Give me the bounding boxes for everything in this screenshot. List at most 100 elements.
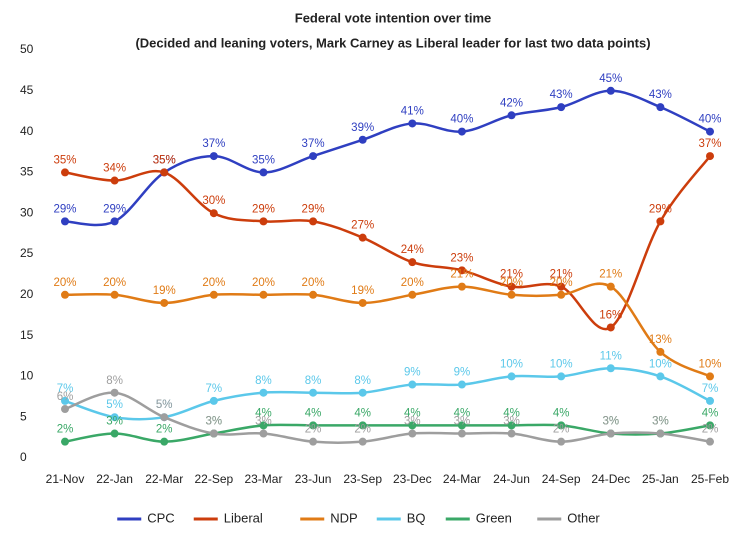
value-label: 5%: [156, 399, 173, 411]
x-tick-label: 24-Mar: [443, 472, 481, 486]
data-point: [408, 380, 417, 389]
data-point: [160, 298, 169, 307]
data-point: [259, 290, 268, 299]
y-tick-label: 35: [20, 165, 34, 179]
value-label: 20%: [202, 277, 225, 289]
x-tick-label: 24-Jun: [493, 472, 530, 486]
chart-subtitle: (Decided and leaning voters, Mark Carney…: [135, 35, 650, 50]
y-tick-label: 30: [20, 205, 34, 219]
value-label: 20%: [103, 277, 126, 289]
value-label: 3%: [602, 416, 619, 428]
value-label: 8%: [305, 375, 322, 387]
value-label: 4%: [553, 407, 570, 419]
data-point: [110, 290, 119, 299]
value-label: 2%: [156, 424, 173, 436]
data-point: [706, 396, 714, 405]
data-point: [457, 429, 466, 438]
x-tick-label: 23-Mar: [244, 472, 282, 486]
x-tick-label: 22-Mar: [145, 472, 183, 486]
y-tick-label: 5: [20, 409, 27, 423]
y-tick-label: 50: [20, 42, 34, 56]
value-label: 3%: [652, 416, 669, 428]
data-point: [309, 290, 318, 299]
data-point: [706, 437, 714, 446]
data-point: [61, 290, 69, 299]
y-tick-label: 15: [20, 328, 34, 342]
data-point: [656, 429, 665, 438]
data-point: [557, 290, 566, 299]
data-point: [557, 421, 566, 430]
value-label: 7%: [57, 383, 74, 395]
data-point: [457, 421, 466, 430]
value-label: 11%: [600, 350, 622, 362]
value-label: 16%: [599, 309, 622, 321]
legend-label: Liberal: [224, 510, 263, 525]
data-point: [61, 168, 69, 177]
data-point: [358, 135, 367, 144]
data-point: [110, 413, 119, 422]
value-label: 3%: [404, 416, 421, 428]
data-point: [160, 413, 169, 422]
data-point: [408, 421, 417, 430]
data-point: [160, 437, 169, 446]
value-label: 4%: [255, 407, 272, 419]
data-point: [656, 217, 665, 226]
y-tick-label: 45: [20, 83, 34, 97]
value-label: 4%: [305, 407, 322, 419]
x-tick-label: 23-Jun: [295, 472, 332, 486]
value-label: 8%: [354, 375, 371, 387]
x-tick-label: 23-Dec: [393, 472, 432, 486]
value-label: 20%: [53, 277, 76, 289]
value-label: 4%: [503, 407, 520, 419]
value-label: 13%: [649, 334, 672, 346]
value-label: 10%: [649, 358, 672, 370]
value-label: 35%: [153, 154, 176, 166]
data-point: [110, 176, 119, 185]
value-label: 3%: [106, 416, 123, 428]
value-label: 27%: [351, 220, 374, 232]
data-point: [259, 388, 268, 397]
data-point: [408, 429, 417, 438]
value-label: 20%: [401, 277, 424, 289]
data-point: [557, 103, 566, 112]
x-tick-label: 23-Sep: [343, 472, 382, 486]
value-label: 3%: [255, 416, 272, 428]
value-label: 37%: [202, 138, 225, 150]
value-label: 3%: [602, 416, 619, 428]
data-point: [309, 217, 318, 226]
data-point: [606, 429, 615, 438]
value-label: 40%: [698, 114, 721, 126]
data-point: [606, 282, 615, 291]
series-line: [64, 366, 711, 421]
data-point: [706, 372, 714, 381]
value-label: 19%: [351, 285, 374, 297]
value-label: 24%: [401, 244, 424, 256]
value-label: 5%: [106, 399, 123, 411]
value-label: 23%: [450, 252, 473, 264]
value-label: 41%: [401, 105, 424, 117]
value-label: 43%: [649, 89, 672, 101]
value-label: 21%: [599, 269, 622, 281]
data-point: [358, 421, 367, 430]
value-label: 7%: [206, 383, 223, 395]
data-point: [507, 429, 516, 438]
value-label: 30%: [202, 195, 225, 207]
data-point: [259, 168, 268, 177]
value-label: 7%: [702, 383, 719, 395]
x-tick-label: 24-Sep: [542, 472, 581, 486]
value-label: 29%: [103, 203, 126, 215]
data-point: [209, 152, 218, 161]
x-tick-label: 24-Dec: [591, 472, 630, 486]
data-point: [606, 364, 615, 373]
value-label: 43%: [550, 89, 573, 101]
value-label: 9%: [454, 367, 471, 379]
value-label: 42%: [500, 97, 523, 109]
value-label: 10%: [698, 358, 721, 370]
value-label: 37%: [698, 138, 721, 150]
x-tick-label: 21-Nov: [46, 472, 85, 486]
data-point: [259, 421, 268, 430]
data-point: [259, 429, 268, 438]
data-point: [507, 421, 516, 430]
data-point: [309, 152, 318, 161]
